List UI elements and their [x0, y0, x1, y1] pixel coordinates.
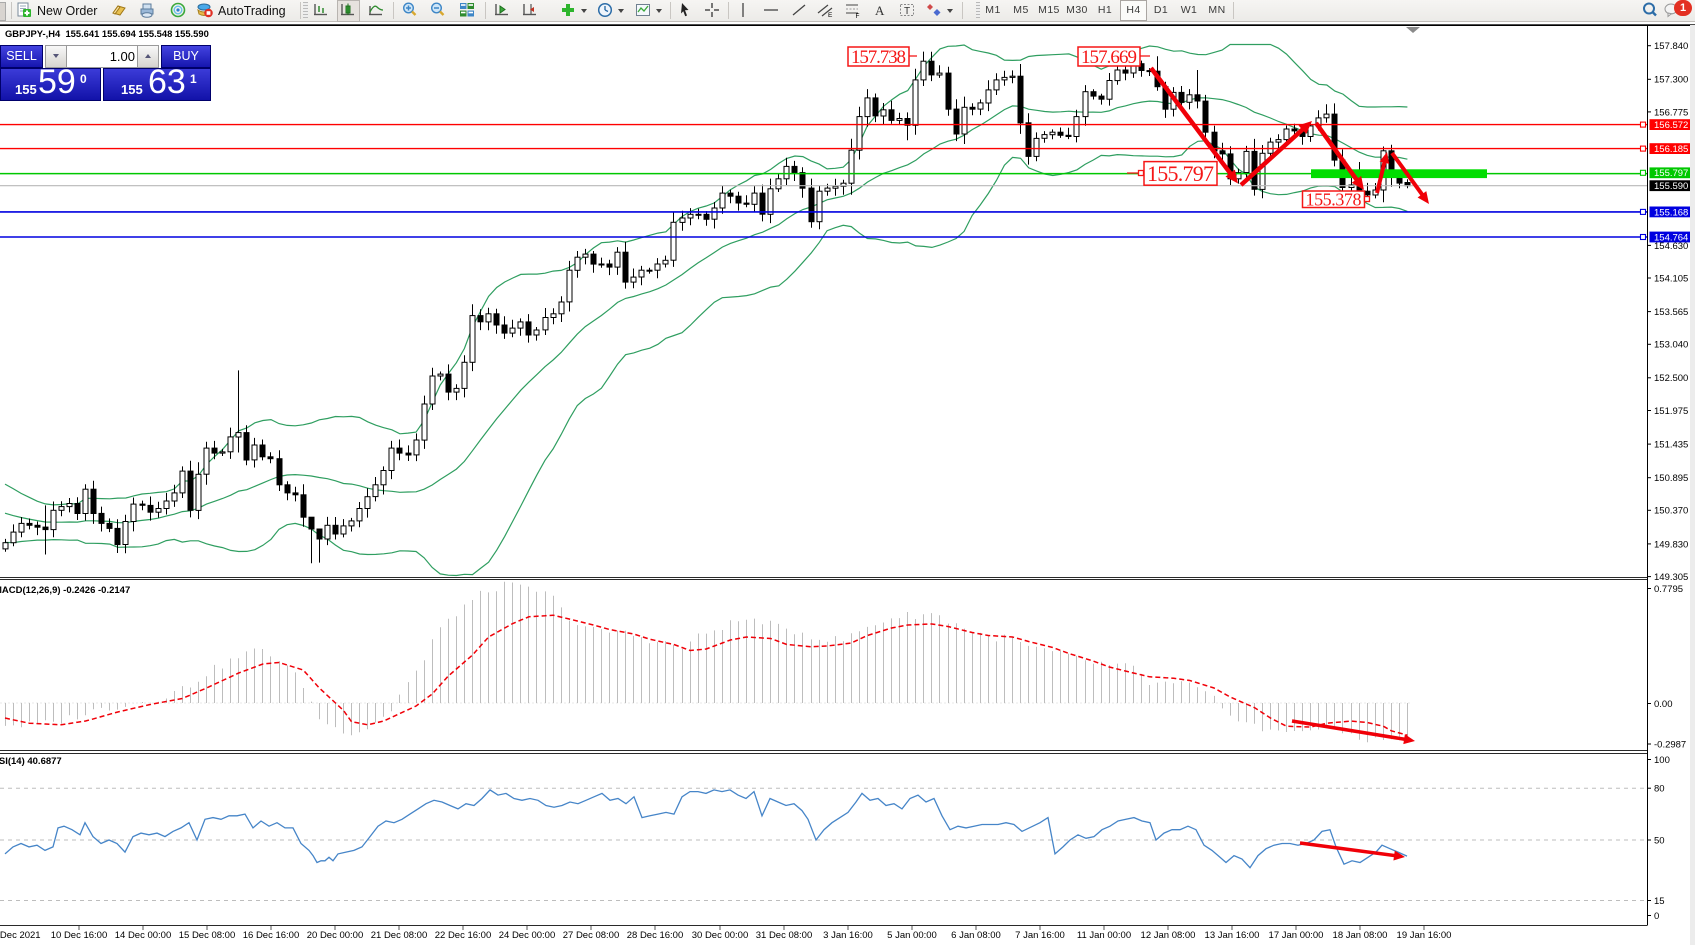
svg-text:-0.2987: -0.2987 [1654, 739, 1686, 750]
svg-text:12 Jan 08:00: 12 Jan 08:00 [1141, 930, 1196, 941]
svg-text:156.185: 156.185 [1654, 144, 1688, 155]
svg-text:150.370: 150.370 [1654, 506, 1688, 517]
svg-text:18 Jan 08:00: 18 Jan 08:00 [1333, 930, 1388, 941]
svg-text:149.830: 149.830 [1654, 539, 1688, 550]
svg-text:16 Dec 16:00: 16 Dec 16:00 [243, 930, 300, 941]
svg-text:152.500: 152.500 [1654, 373, 1688, 384]
svg-text:5 Jan 00:00: 5 Jan 00:00 [887, 930, 937, 941]
svg-text:RSI(14) 40.6877: RSI(14) 40.6877 [0, 756, 62, 767]
svg-text:28 Dec 16:00: 28 Dec 16:00 [627, 930, 684, 941]
svg-text:153.040: 153.040 [1654, 340, 1688, 351]
svg-text:80: 80 [1654, 784, 1665, 795]
svg-text:151.975: 151.975 [1654, 406, 1688, 417]
svg-text:31 Dec 08:00: 31 Dec 08:00 [756, 930, 813, 941]
svg-text:7 Jan 16:00: 7 Jan 16:00 [1015, 930, 1065, 941]
svg-text:157.840: 157.840 [1654, 41, 1688, 52]
svg-text:24 Dec 00:00: 24 Dec 00:00 [499, 930, 556, 941]
svg-text:F: F [856, 13, 860, 18]
svg-text:0.00: 0.00 [1654, 699, 1673, 710]
svg-text:15: 15 [1654, 896, 1665, 907]
svg-text:50: 50 [1654, 835, 1665, 846]
svg-text:157.300: 157.300 [1654, 75, 1688, 86]
svg-text:155.378: 155.378 [1306, 189, 1362, 209]
svg-text:9 Dec 2021: 9 Dec 2021 [0, 930, 41, 941]
svg-text:155.797: 155.797 [1654, 168, 1688, 179]
svg-text:11 Jan 00:00: 11 Jan 00:00 [1077, 930, 1131, 941]
svg-text:T: T [904, 6, 910, 17]
svg-text:155.168: 155.168 [1654, 207, 1688, 218]
svg-text:3 Jan 16:00: 3 Jan 16:00 [823, 930, 873, 941]
svg-text:100: 100 [1654, 755, 1670, 766]
svg-text:13 Jan 16:00: 13 Jan 16:00 [1205, 930, 1260, 941]
svg-text:153.565: 153.565 [1654, 307, 1688, 318]
svg-text:27 Dec 08:00: 27 Dec 08:00 [563, 930, 620, 941]
svg-text:30 Dec 00:00: 30 Dec 00:00 [692, 930, 749, 941]
svg-text:154.764: 154.764 [1654, 232, 1688, 243]
svg-text:17 Jan 00:00: 17 Jan 00:00 [1269, 930, 1324, 941]
svg-text:157.738: 157.738 [851, 47, 906, 68]
svg-text:156.775: 156.775 [1654, 107, 1688, 118]
svg-text:MACD(12,26,9) -0.2426 -0.2147: MACD(12,26,9) -0.2426 -0.2147 [0, 585, 130, 596]
svg-text:155.590: 155.590 [1654, 181, 1688, 192]
svg-text:155.797: 155.797 [1147, 161, 1214, 186]
svg-text:14 Dec 00:00: 14 Dec 00:00 [115, 930, 172, 941]
svg-text:157.669: 157.669 [1081, 47, 1137, 68]
svg-text:0.7795: 0.7795 [1654, 584, 1683, 595]
svg-text:150.895: 150.895 [1654, 473, 1688, 484]
svg-text:E: E [828, 12, 833, 18]
svg-text:154.105: 154.105 [1654, 273, 1688, 284]
svg-text:156.572: 156.572 [1654, 120, 1688, 131]
svg-text:20 Dec 00:00: 20 Dec 00:00 [307, 930, 364, 941]
svg-text:149.305: 149.305 [1654, 572, 1688, 583]
svg-text:0: 0 [1654, 911, 1659, 922]
svg-text:151.435: 151.435 [1654, 440, 1688, 451]
svg-text:19 Jan 16:00: 19 Jan 16:00 [1397, 930, 1452, 941]
svg-text:6 Jan 08:00: 6 Jan 08:00 [951, 930, 1001, 941]
svg-text:A: A [875, 3, 885, 18]
svg-text:10 Dec 16:00: 10 Dec 16:00 [51, 930, 108, 941]
svg-text:154.630: 154.630 [1654, 241, 1688, 252]
svg-text:21 Dec 08:00: 21 Dec 08:00 [371, 930, 428, 941]
svg-text:22 Dec 16:00: 22 Dec 16:00 [435, 930, 492, 941]
svg-text:GBPJPY-,H4 155.641 155.694 15: GBPJPY-,H4 155.641 155.694 155.548 155.5… [5, 28, 209, 39]
svg-text:15 Dec 08:00: 15 Dec 08:00 [179, 930, 236, 941]
